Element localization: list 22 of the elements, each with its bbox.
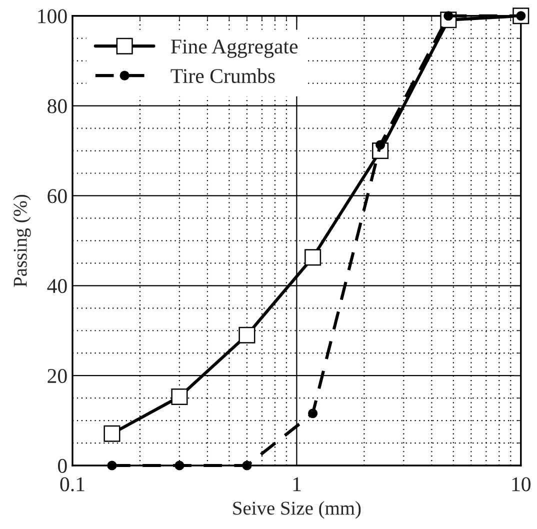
x-tick-label: 10 [512, 477, 531, 492]
y-tick-label: 20 [48, 368, 67, 384]
point [104, 425, 120, 442]
point [171, 388, 188, 405]
y-tick-label: 0 [58, 458, 67, 473]
y-tick-label: 40 [47, 279, 67, 294]
x-tick-label: 1 [293, 477, 301, 492]
x-axis-title: Seive Size (mm) [233, 501, 361, 519]
y-tick-label: 60 [48, 189, 67, 204]
legend-label: Tire Crumbs [170, 68, 275, 84]
y-tick-label: 100 [38, 9, 67, 24]
point [304, 249, 322, 266]
y-tick-label: 80 [48, 99, 67, 114]
point [308, 408, 318, 418]
legend-label: Fine Aggregate [171, 40, 298, 58]
x-tick-label: 0.1 [60, 477, 84, 492]
point [107, 460, 117, 470]
y-axis-title: Passing (%) [13, 194, 31, 287]
point [238, 326, 256, 344]
point [242, 460, 252, 470]
point [376, 140, 386, 150]
point [174, 460, 184, 470]
